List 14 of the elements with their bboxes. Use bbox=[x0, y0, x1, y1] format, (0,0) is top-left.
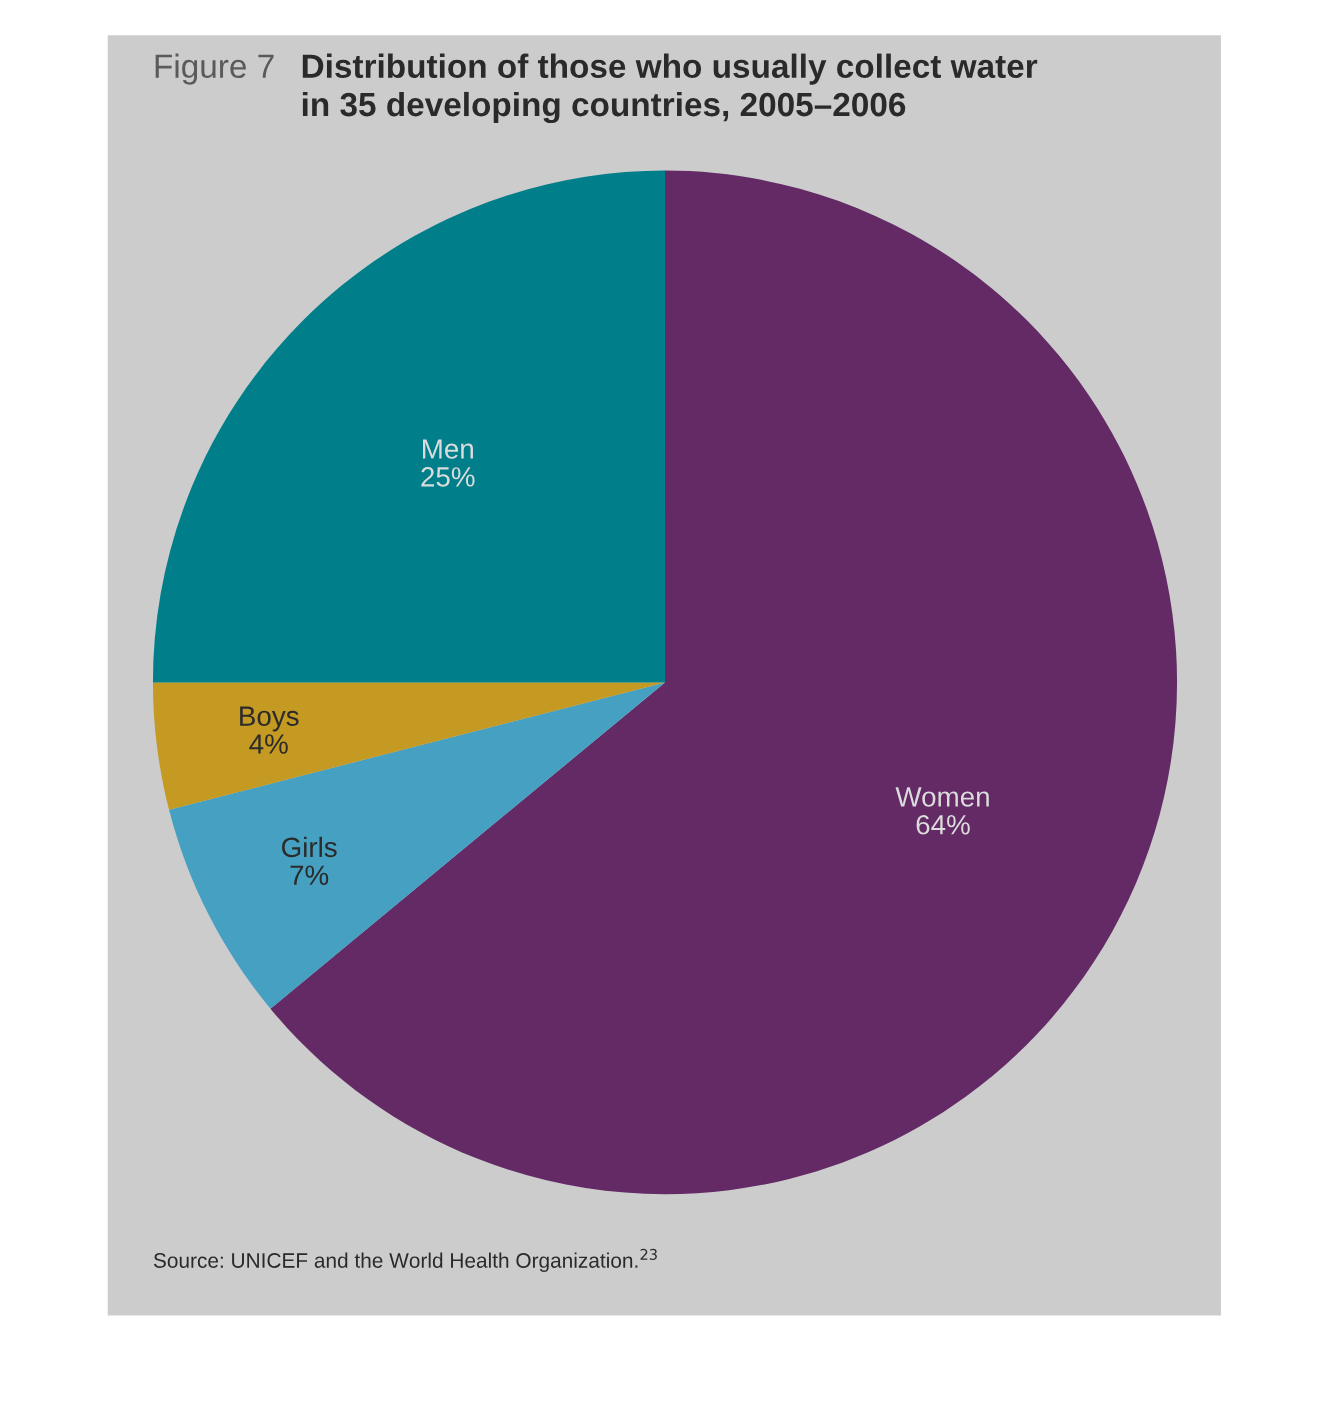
data-label: 25% bbox=[421, 467, 475, 487]
slice-label: Women bbox=[895, 787, 989, 807]
data-label: 64% bbox=[916, 814, 970, 835]
data-label: 7% bbox=[290, 865, 329, 885]
chart-title: Distribution of those who usually collect water in 35 developing countries, 2005–2006 bbox=[302, 53, 1038, 124]
data-label: 4% bbox=[249, 734, 288, 754]
caption: Figure 7 bbox=[155, 53, 274, 85]
slice-label: Girls bbox=[281, 836, 337, 858]
slice-label: Men bbox=[423, 439, 473, 459]
source-note: Source: UNICEF and the World Health Organization.$^{23}$ bbox=[153, 1248, 657, 1272]
pie-slice bbox=[152, 170, 665, 683]
pie-slice bbox=[152, 682, 665, 810]
pie-slice bbox=[169, 682, 665, 1009]
slice-label: Boys bbox=[240, 706, 299, 732]
